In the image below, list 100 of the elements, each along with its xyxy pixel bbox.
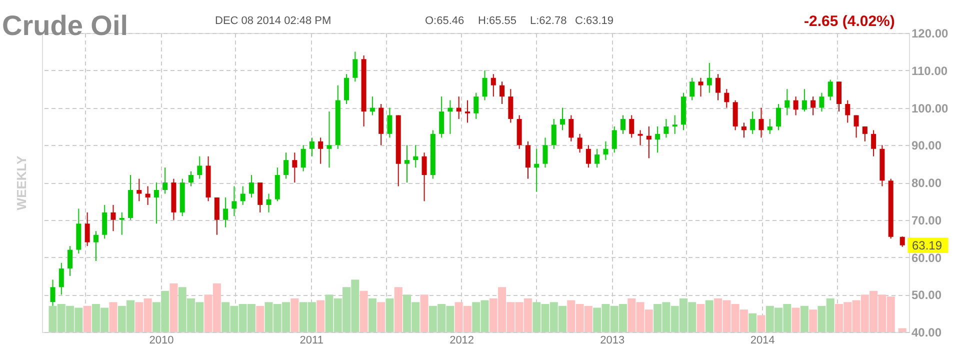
candlestick [232,186,237,217]
candlestick [188,170,194,187]
candlestick [836,81,842,112]
x-tick-label: 2014 [750,334,775,346]
annotation: 63.19 [912,238,942,252]
candlestick [551,118,556,150]
candlestick [629,114,634,138]
candlestick [586,144,591,168]
text: L:62.78 [530,15,567,27]
candlestick [802,88,807,112]
candlestick [620,114,626,134]
candlestick [525,140,530,180]
candlestick [136,178,142,202]
text: O:65.46 [425,15,464,27]
candlestick [110,204,116,232]
chart-title: Crude Oil [2,10,128,41]
y-tick-label: 100.00 [912,101,949,116]
candlestick [145,186,150,206]
text: -2.65 (4.02%) [804,13,895,30]
text: H:65.55 [478,15,517,27]
candlestick [793,96,798,116]
candlestick [93,230,98,262]
candlestick [439,96,444,138]
candlestick [300,144,306,172]
candlestick [534,148,540,192]
candlestick [577,133,582,154]
candlestick [690,77,695,101]
candlestick [456,96,462,120]
candlestick [646,126,652,159]
candlestick [758,107,764,138]
candlestick [240,186,246,206]
candlestick [568,114,574,142]
candlestick [197,156,202,180]
candlestick [387,107,392,138]
candlestick [292,152,298,183]
candlestick [724,88,730,108]
candlestick [776,104,782,131]
candlestick [404,144,410,183]
candlestick [162,167,168,194]
text: DEC 08 2014 02:48 PM [215,15,332,27]
candlestick [119,212,124,236]
candlestick [344,74,350,105]
y-tick-label: 40.00 [912,326,942,340]
candlestick [309,137,314,157]
candlestick [900,236,905,248]
candlestick [750,110,756,134]
candlestick [542,137,548,168]
candlestick [767,118,772,134]
y-tick-label: 50.00 [912,288,942,302]
candlestick [490,74,496,98]
candlestick [638,130,643,146]
candlestick [672,114,678,134]
candlestick [784,88,790,116]
candlestick [482,70,488,101]
candlestick [500,81,505,105]
candlestick [422,152,427,202]
y-tick-label: 120.00 [912,26,949,40]
candlestick [68,246,73,276]
y-tick-label: 60.00 [912,250,942,265]
candlestick [845,100,850,124]
candlestick [154,182,159,224]
text: C:63.19 [575,15,614,27]
candlestick [854,114,859,138]
candlestick [871,130,876,157]
x-tick-label: 2012 [450,334,474,346]
candlestick [448,100,453,134]
candlestick [370,96,375,116]
candlestick [612,126,617,154]
candlestick [594,148,600,168]
candlestick [664,118,669,138]
candlestick [810,96,816,116]
candlestick [258,182,263,213]
y-tick-label: 80.00 [912,176,942,190]
candlestick [352,51,358,82]
candlestick [464,100,470,124]
x-tick-label: 2011 [300,334,324,346]
candlestick [214,196,220,236]
candlestick [655,126,660,154]
candlestick [223,196,228,228]
candlestick [741,122,746,138]
candlestick [84,212,90,247]
candlestick [508,88,514,124]
candlestick [706,62,712,94]
candlestick [828,79,833,101]
candlestick [819,92,824,112]
x-tick-label: 2010 [149,334,174,346]
x-tick-label: 2013 [600,334,625,346]
candlestick [603,140,608,161]
candlestick [862,126,868,142]
candlestick [318,137,324,164]
candlestick [560,107,566,131]
candlestick [266,193,272,213]
y-tick-label: 70.00 [912,213,942,228]
candlestick [413,144,418,168]
candlestick [716,74,721,101]
candlestick [326,110,332,168]
y-tick-label: 110.00 [912,64,948,78]
candlestick [284,152,289,180]
candlestick [58,262,64,296]
candlestick [698,77,704,98]
